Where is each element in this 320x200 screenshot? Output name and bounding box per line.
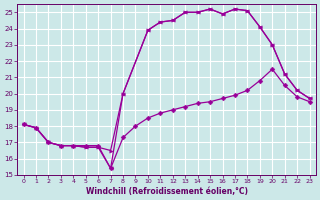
X-axis label: Windchill (Refroidissement éolien,°C): Windchill (Refroidissement éolien,°C) (85, 187, 248, 196)
